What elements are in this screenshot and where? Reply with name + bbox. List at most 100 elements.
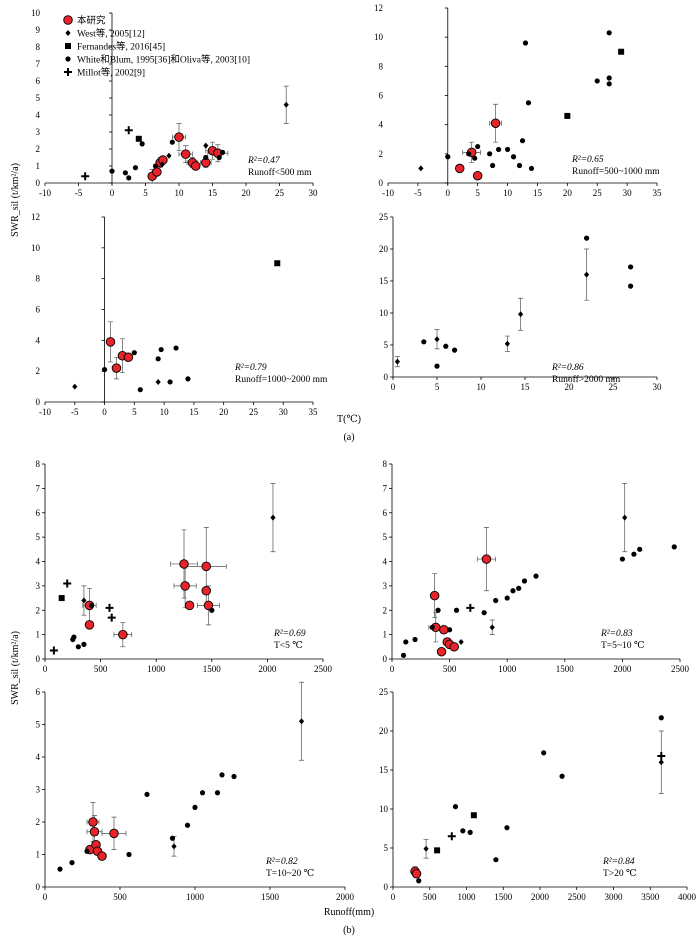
west-point — [489, 624, 495, 631]
fernandes-point — [564, 112, 571, 119]
y-tick-label: 10 — [379, 804, 389, 814]
y-tick-label: 8 — [379, 61, 384, 71]
y-tick-label: 3 — [36, 127, 41, 137]
x-tick-label: 1500 — [494, 892, 513, 902]
white-oliva-point — [75, 644, 81, 650]
this-study-point — [174, 132, 184, 142]
white-oliva-point — [619, 556, 626, 562]
white-oliva-point — [472, 155, 478, 161]
panel-a2: -10 -5 0 5 10 15 20 25 30 35 0 2 4 6 8 10 12 R²=0.65Runof… — [374, 3, 662, 198]
this-study-point — [180, 581, 190, 591]
y-tick-label: 1 — [36, 630, 41, 640]
white-oliva-point — [131, 350, 137, 356]
condition-label: Runoff=500~1000 mm — [572, 166, 660, 177]
x-tick-label: 0 — [43, 664, 48, 674]
west-point — [159, 161, 165, 168]
fernandes-point — [58, 595, 65, 602]
white-oliva-point — [214, 790, 221, 796]
y-tick-label: 0 — [384, 372, 389, 382]
white-oliva-point — [516, 585, 522, 591]
y-tick-label: 12 — [31, 212, 40, 222]
west-point — [72, 383, 78, 390]
white-oliva-point — [137, 387, 143, 393]
x-tick-label: 25 — [275, 188, 285, 198]
white-oliva-point — [126, 851, 132, 858]
white-oliva-point — [528, 165, 535, 172]
x-tick-label: 30 — [653, 382, 663, 392]
west-point — [434, 336, 440, 343]
white-oliva-point — [541, 750, 547, 756]
x-tick-label: 15 — [208, 188, 218, 198]
ylabel-b: SWR_sil (t/km²/a) — [10, 631, 21, 705]
y-tick-label: 0 — [36, 178, 41, 188]
y-tick-label: 1 — [36, 161, 41, 171]
y-tick-label: 5 — [36, 532, 41, 542]
legend-label: 本研究 — [77, 15, 106, 27]
x-tick-label: 10 — [503, 188, 513, 198]
y-tick-label: 25 — [379, 212, 389, 222]
this-study-point — [63, 15, 73, 25]
this-study-point — [84, 620, 95, 630]
y-tick-label: 1 — [36, 850, 41, 860]
x-tick-label: 2000 — [258, 664, 277, 674]
west-point — [171, 843, 177, 850]
y-tick-label: 2 — [36, 817, 41, 827]
white-oliva-point — [155, 356, 161, 362]
y-tick-label: 10 — [31, 243, 41, 253]
y-tick-label: 2 — [379, 149, 384, 159]
white-oliva-point — [400, 652, 407, 658]
this-study-point — [89, 827, 100, 837]
millot-point — [63, 579, 72, 588]
white-oliva-point — [203, 154, 209, 161]
part-label-b: (b) — [343, 925, 355, 936]
y-tick-label: 8 — [36, 42, 41, 52]
this-study-point — [481, 554, 492, 564]
white-oliva-point — [594, 78, 600, 84]
x-tick-label: 15 — [533, 188, 543, 198]
y-tick-label: 6 — [36, 305, 41, 315]
y-tick-label: 1 — [383, 630, 388, 640]
x-tick-label: 35 — [653, 188, 663, 198]
this-study-point — [109, 828, 119, 839]
white-oliva-point — [89, 602, 95, 608]
y-tick-label: 6 — [379, 91, 384, 101]
x-tick-label: 2500 — [671, 664, 690, 674]
y-tick-label: 6 — [36, 76, 41, 86]
r-squared-label: R²=0.84 — [602, 857, 635, 867]
x-tick-label: 25 — [249, 407, 259, 417]
r-squared-label: R²=0.47 — [247, 156, 281, 166]
this-study-point — [179, 559, 189, 569]
this-study-point — [105, 337, 116, 347]
millot-point — [466, 603, 475, 612]
y-tick-label: 2 — [36, 144, 41, 154]
panel-b2: 0 500 1000 1500 2000 2500 0 1 2 3 4 5 6 7 8 R²=0.83 T=5~… — [383, 459, 690, 674]
this-study-point — [201, 586, 211, 596]
white-oliva-point — [493, 857, 499, 863]
x-tick-label: 3000 — [605, 892, 624, 902]
white-oliva-point — [209, 607, 215, 613]
x-tick-label: 20 — [563, 188, 573, 198]
x-tick-label: 3500 — [641, 892, 660, 902]
white-oliva-point — [475, 143, 481, 150]
white-oliva-point — [445, 154, 451, 160]
white-oliva-point — [510, 154, 517, 160]
white-oliva-point — [606, 81, 612, 87]
this-study-point — [449, 642, 459, 652]
millot-point — [64, 68, 72, 76]
millot-point — [81, 172, 90, 181]
this-study-point — [201, 561, 211, 572]
x-tick-label: 0 — [391, 382, 396, 392]
legend-label: West等, 2005[12] — [77, 28, 145, 40]
this-study-point — [88, 817, 98, 827]
y-tick-label: 6 — [36, 687, 41, 697]
white-oliva-point — [101, 367, 108, 373]
white-oliva-point — [447, 627, 453, 633]
y-tick-label: 0 — [36, 654, 41, 664]
white-oliva-point — [510, 588, 516, 594]
this-study-point — [190, 161, 201, 171]
y-tick-label: 0 — [379, 178, 384, 188]
white-oliva-point — [628, 264, 634, 270]
white-oliva-point — [219, 772, 225, 778]
this-study-point — [184, 600, 195, 611]
